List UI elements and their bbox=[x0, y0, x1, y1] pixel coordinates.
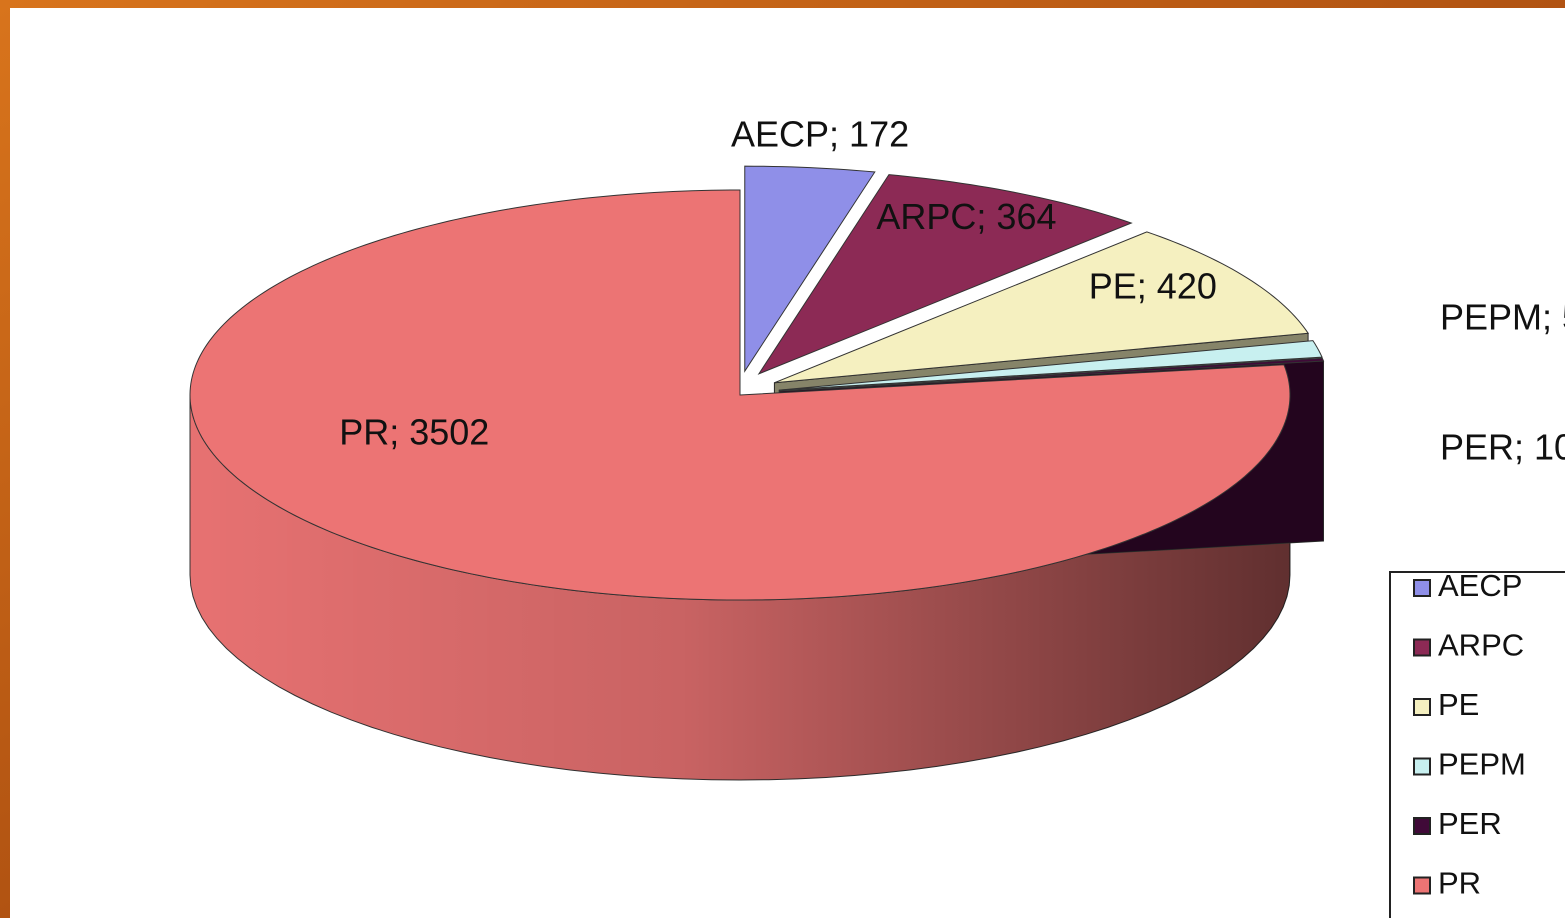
data-label: PR; 3502 bbox=[339, 411, 489, 452]
legend-label: PE bbox=[1438, 687, 1479, 722]
pie: AECP; 172 ARPC; 364 PE; 420 PEPM; 59 PER; 10… bbox=[189, 114, 1565, 781]
slice bbox=[744, 165, 876, 373]
legend-label: PR bbox=[1438, 866, 1481, 901]
slice bbox=[774, 231, 1310, 384]
legend-label: ARPC bbox=[1438, 628, 1524, 663]
legend-label: AECP bbox=[1438, 568, 1522, 603]
legend-swatch bbox=[1413, 698, 1431, 716]
data-label: PER; 10 bbox=[1440, 427, 1565, 468]
slice bbox=[189, 189, 1291, 601]
legend-swatch bbox=[1413, 579, 1431, 597]
legend-swatch bbox=[1413, 757, 1431, 776]
legend-swatch bbox=[1413, 817, 1431, 835]
slice bbox=[757, 174, 1133, 375]
legend-swatch bbox=[1413, 638, 1431, 657]
data-label: PEPM; 59 bbox=[1440, 297, 1565, 338]
legend-box bbox=[1389, 571, 1565, 918]
legend-swatch bbox=[1413, 876, 1431, 895]
slice-side-shade bbox=[190, 395, 1290, 780]
legend: AECP ARPC PE PEPM PER PR bbox=[1389, 568, 1565, 918]
data-label: ARPC; 364 bbox=[876, 196, 1056, 237]
data-label: PE; 420 bbox=[1089, 266, 1217, 307]
legend-label: PER bbox=[1438, 806, 1502, 841]
slice bbox=[779, 357, 1325, 392]
data-label: AECP; 172 bbox=[731, 114, 909, 155]
slice bbox=[779, 340, 1323, 391]
legend-label: PEPM bbox=[1438, 747, 1526, 782]
